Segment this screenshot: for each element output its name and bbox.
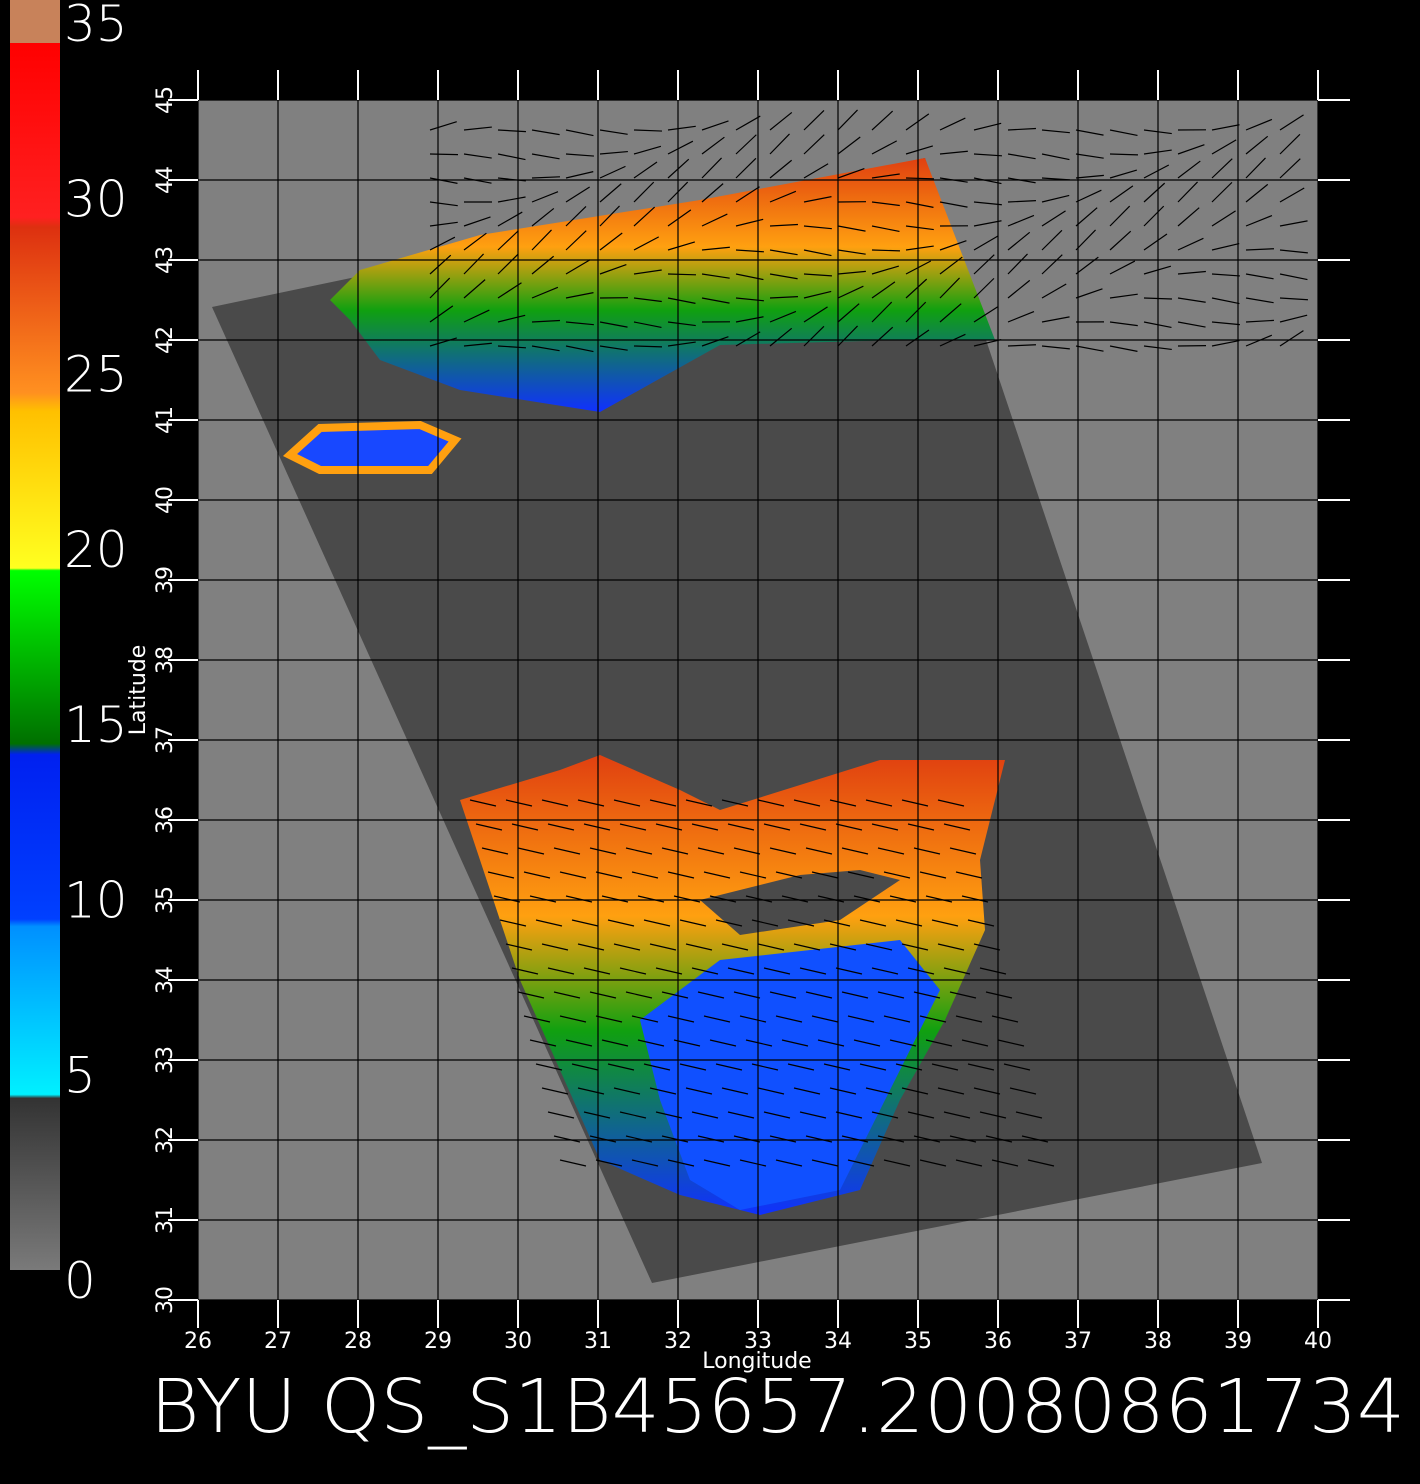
x-tick-label: 26 [184,1329,212,1354]
wind-barb [430,154,458,155]
x-tick-label: 39 [1224,1329,1252,1354]
x-tick-label: 36 [984,1329,1012,1354]
colorbar-label: 35 [64,0,128,53]
wind-barb [668,274,696,275]
caption: BYU QS_S1B45657.20080861734 [150,1364,1405,1450]
x-tick-label: 27 [264,1329,292,1354]
colorbar-label: 15 [64,696,128,754]
y-tick-label: 43 [153,246,178,274]
y-tick-label: 37 [153,726,178,754]
colorbar-label: 0 [64,1252,96,1310]
x-tick-label: 34 [824,1329,852,1354]
marmara-sea [290,425,455,470]
colorbar-label: 10 [64,871,128,929]
x-tick-label: 30 [504,1329,532,1354]
colorbar-label: 5 [64,1047,96,1105]
y-tick-label: 35 [153,886,178,914]
y-tick-label: 41 [153,406,178,434]
x-tick-label: 40 [1304,1329,1332,1354]
y-tick-label: 31 [153,1206,178,1234]
y-tick-label: 39 [153,566,178,594]
x-tick-label: 35 [904,1329,932,1354]
wind-barb [906,178,934,179]
x-tick-label: 28 [344,1329,372,1354]
colorbar-label: 30 [64,170,128,228]
colorbar-top [10,0,60,43]
x-tick-label: 38 [1144,1329,1172,1354]
y-tick-label: 36 [153,806,178,834]
colorbar [10,43,60,1270]
y-tick-label: 45 [153,86,178,114]
x-tick-label: 33 [744,1329,772,1354]
y-tick-label: 42 [153,326,178,354]
x-tick-label: 37 [1064,1329,1092,1354]
y-axis-title: Latitude [126,645,151,736]
x-tick-label: 32 [664,1329,692,1354]
y-tick-label: 34 [153,966,178,994]
y-tick-label: 33 [153,1046,178,1074]
colorbar-label: 25 [64,346,128,404]
y-tick-label: 44 [153,166,178,194]
y-tick-label: 40 [153,486,178,514]
x-tick-label: 31 [584,1329,612,1354]
y-tick-label: 30 [153,1286,178,1314]
y-tick-label: 32 [153,1126,178,1154]
y-tick-label: 38 [153,646,178,674]
colorbar-label: 20 [64,521,128,579]
x-tick-label: 29 [424,1329,452,1354]
